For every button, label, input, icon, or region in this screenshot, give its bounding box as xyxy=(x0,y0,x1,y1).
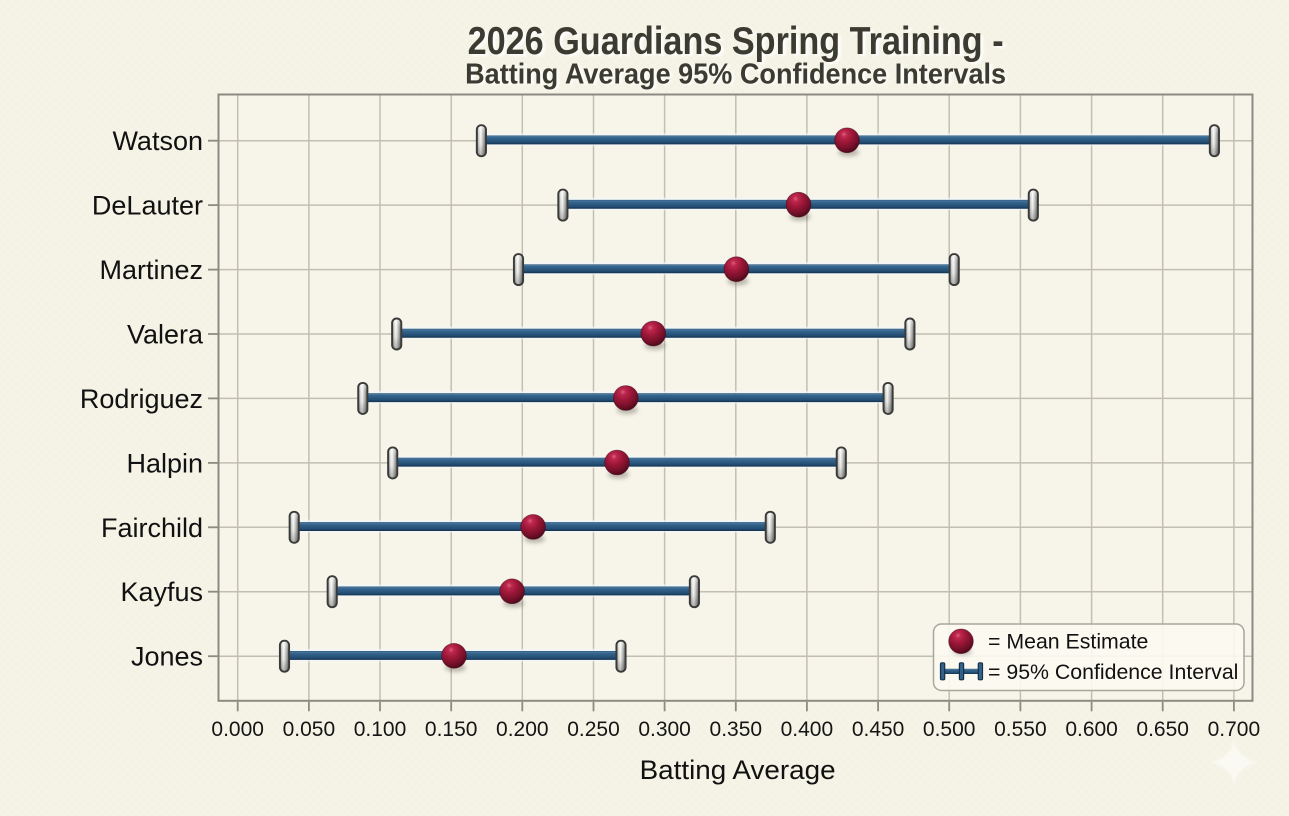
svg-text:0.250: 0.250 xyxy=(567,718,620,741)
svg-text:2026 Guardians Spring Training: 2026 Guardians Spring Training - xyxy=(468,20,1004,63)
svg-text:0.350: 0.350 xyxy=(710,718,763,741)
svg-text:0.500: 0.500 xyxy=(923,718,976,741)
svg-text:0.650: 0.650 xyxy=(1136,718,1189,741)
svg-text:0.050: 0.050 xyxy=(283,718,336,741)
svg-text:Jones: Jones xyxy=(131,642,203,672)
svg-text:0.550: 0.550 xyxy=(994,718,1047,741)
svg-text:0.450: 0.450 xyxy=(852,718,905,741)
svg-text:0.200: 0.200 xyxy=(496,718,549,741)
svg-text:= Mean Estimate: = Mean Estimate xyxy=(988,630,1148,654)
svg-text:0.600: 0.600 xyxy=(1065,718,1118,741)
svg-text:Batting Average 95% Confidence: Batting Average 95% Confidence Intervals xyxy=(465,58,1006,90)
svg-text:Batting Average 95% Confidence: Batting Average 95% Confidence Intervals xyxy=(468,60,1009,92)
svg-text:Fairchild: Fairchild xyxy=(101,513,203,543)
svg-text:Batting Average: Batting Average xyxy=(640,755,836,785)
svg-text:Kayfus: Kayfus xyxy=(120,577,203,607)
svg-text:Martinez: Martinez xyxy=(99,255,203,285)
svg-text:0.700: 0.700 xyxy=(1208,718,1261,741)
svg-text:Rodriguez: Rodriguez xyxy=(80,384,203,414)
svg-text:Watson: Watson xyxy=(112,126,203,156)
svg-text:0.300: 0.300 xyxy=(638,718,691,741)
svg-text:DeLauter: DeLauter xyxy=(92,191,203,221)
svg-text:0.150: 0.150 xyxy=(425,718,478,741)
svg-text:Halpin: Halpin xyxy=(126,448,203,478)
svg-text:0.100: 0.100 xyxy=(354,718,407,741)
svg-text:0.400: 0.400 xyxy=(781,718,834,741)
svg-text:2026 Guardians Spring Training: 2026 Guardians Spring Training - xyxy=(471,22,1007,65)
svg-text:Valera: Valera xyxy=(127,320,204,350)
svg-text:0.000: 0.000 xyxy=(211,718,264,741)
svg-text:= 95% Confidence Interval: = 95% Confidence Interval xyxy=(988,660,1238,684)
